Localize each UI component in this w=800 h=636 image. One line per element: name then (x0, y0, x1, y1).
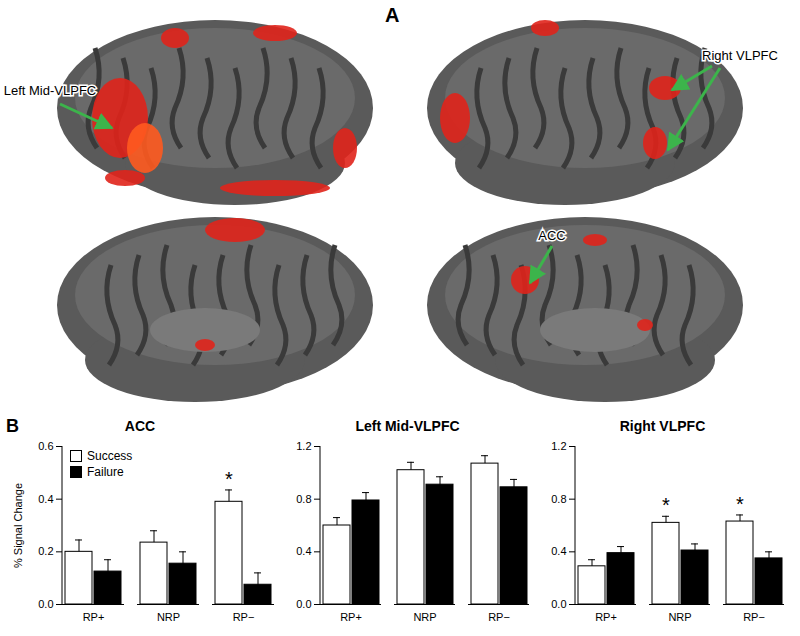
svg-text:*: * (662, 494, 670, 516)
svg-text:0.4: 0.4 (296, 545, 311, 557)
svg-text:NRP: NRP (157, 611, 180, 623)
svg-text:0.0: 0.0 (38, 598, 53, 610)
svg-text:0.6: 0.6 (38, 440, 53, 452)
svg-text:RP+: RP+ (595, 611, 617, 623)
svg-text:0.0: 0.0 (296, 598, 311, 610)
svg-text:NRP: NRP (668, 611, 691, 623)
svg-text:0.4: 0.4 (551, 545, 566, 557)
html-text:ACC: ACC (124, 418, 156, 434)
svg-text:RP−: RP− (488, 611, 510, 623)
svg-text:% Signal Change: % Signal Change (12, 483, 24, 568)
svg-text:1.2: 1.2 (296, 440, 311, 452)
svg-text:1.2: 1.2 (551, 440, 566, 452)
svg-text:0.0: 0.0 (551, 598, 566, 610)
html-text:Failure: Failure (87, 465, 124, 479)
svg-text:0.2: 0.2 (38, 545, 53, 557)
svg-text:RP−: RP− (743, 611, 765, 623)
svg-text:0.8: 0.8 (551, 493, 566, 505)
html-text:Right VLPFC: Right VLPFC (619, 418, 706, 434)
svg-text:RP+: RP+ (340, 611, 362, 623)
svg-text:Left Mid-VLPFC: Left Mid-VLPFC (4, 83, 96, 98)
svg-text:RP+: RP+ (83, 611, 105, 623)
svg-text:Right VLPFC: Right VLPFC (702, 48, 778, 63)
html-text:Left Mid-VLPFC: Left Mid-VLPFC (355, 418, 460, 434)
html-text:Success: Success (87, 449, 133, 463)
svg-text:0.4: 0.4 (38, 493, 53, 505)
svg-text:A: A (385, 4, 399, 26)
svg-text:ACC: ACC (538, 228, 565, 243)
svg-text:0.8: 0.8 (296, 493, 311, 505)
svg-text:*: * (736, 493, 744, 515)
svg-text:NRP: NRP (413, 611, 436, 623)
svg-text:*: * (225, 468, 233, 490)
svg-text:RP−: RP− (233, 611, 255, 623)
html-text:B: B (6, 416, 19, 436)
